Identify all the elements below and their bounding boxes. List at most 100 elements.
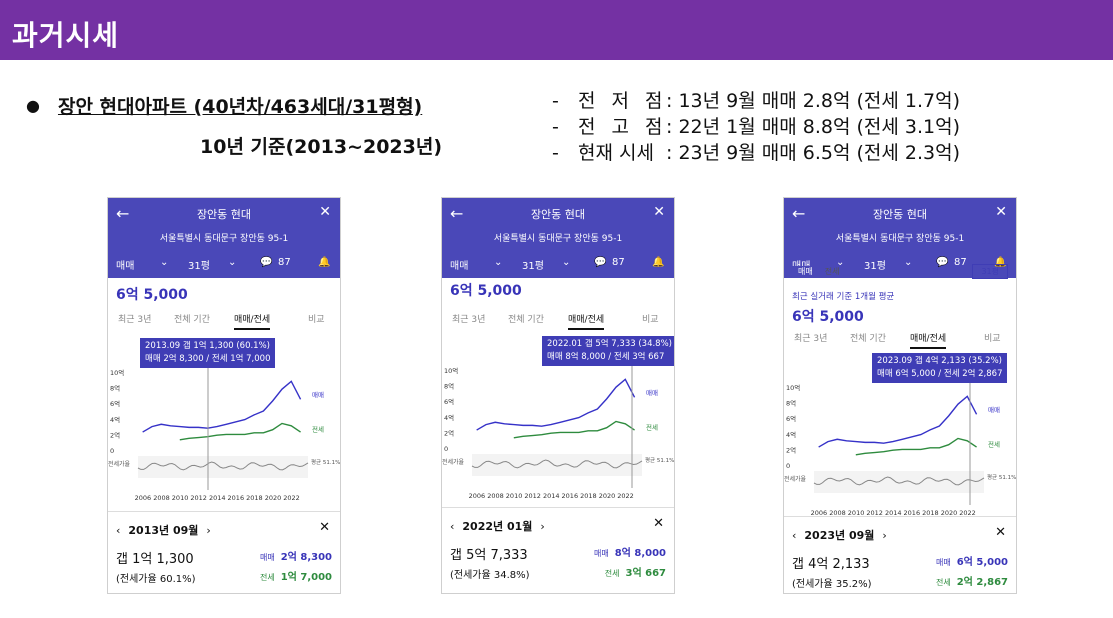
deal-type-select[interactable]: 매매	[116, 261, 135, 272]
apartment-title: 장안동 현대	[196, 208, 252, 221]
chevron-down-icon: ⌄	[494, 257, 503, 268]
y-tick-label: 8억	[444, 383, 454, 391]
x-tick-label: 2022	[283, 494, 300, 502]
bell-icon[interactable]: 🔔	[318, 257, 331, 268]
legend-sale: 매매	[312, 391, 324, 399]
sale-jeonse-toggle[interactable]: 매매 전세	[792, 266, 845, 277]
next-month-icon[interactable]: ›	[882, 529, 887, 542]
x-tick-label: 2006	[135, 494, 152, 502]
month-navigator: ‹ 2022년 01월 ›	[450, 518, 545, 534]
gap-value: 갭 1억 1,300	[116, 552, 194, 567]
tab-2[interactable]: 매매/전세	[568, 312, 605, 330]
y-tick-label: 6억	[110, 400, 120, 408]
ratio-band	[138, 456, 308, 478]
next-month-icon[interactable]: ›	[206, 524, 211, 537]
tooltip-line-1: 2013.09 갭 1억 1,300 (60.1%)	[145, 341, 270, 351]
deal-type-select[interactable]: 매매	[450, 261, 469, 272]
y-tick-label: 4억	[110, 416, 120, 424]
ratio-label: 전세가율	[108, 460, 131, 468]
detail-panel: ‹ 2022년 01월 › ✕ 갭 5억 7,333 (전세가율 34.8%) 매매 8억 8…	[442, 507, 674, 593]
gap-value: 갭 4억 2,133	[792, 557, 870, 572]
y-tick-label: 4억	[444, 414, 454, 422]
x-tick-label: 2012	[866, 509, 883, 517]
close-icon[interactable]: ✕	[995, 204, 1007, 220]
legend-jeonse: 전세	[646, 422, 658, 431]
dash: -	[552, 142, 559, 164]
note-value: : 22년 1월 매매 8.8억 (전세 3.1억)	[666, 116, 961, 138]
dash: -	[552, 90, 559, 112]
close-icon[interactable]: ✕	[319, 204, 331, 220]
ratio-series-line	[471, 459, 643, 469]
ratio-series-line	[137, 461, 309, 471]
sale-price-row: 매매 2억 8,300	[260, 548, 332, 563]
app-screenshot-2023: ← 장안동 현대 ✕ 서울특별시 동대문구 장안동 95-1 매매 ⌄ 31평 ⌄ 💬 87 🔔 매매…	[783, 197, 1017, 594]
jeonse-price: 3억 667	[625, 568, 666, 579]
bell-icon[interactable]: 🔔	[994, 257, 1007, 268]
size-select[interactable]: 31평	[188, 261, 210, 272]
tab-0[interactable]: 최근 3년	[452, 315, 486, 325]
chevron-down-icon: ⌄	[228, 257, 237, 268]
x-tick-label: 2018	[580, 492, 597, 500]
comment-icon[interactable]: 💬	[936, 257, 949, 268]
slide-title: 과거시세	[12, 19, 120, 52]
sale-price-row: 매매 8억 8,000	[594, 544, 666, 559]
sale-price: 6억 5,000	[956, 557, 1008, 568]
chevron-down-icon: ⌄	[904, 257, 913, 268]
back-arrow-icon[interactable]: ←	[792, 204, 806, 223]
comment-icon[interactable]: 💬	[260, 257, 273, 268]
comment-count: 87	[954, 257, 967, 268]
jeonse-label: 전세	[259, 573, 275, 582]
y-tick-label: 10억	[786, 384, 800, 392]
x-tick-label: 2012	[190, 494, 207, 502]
tab-1[interactable]: 전체 기간	[850, 334, 886, 344]
prev-month-icon[interactable]: ‹	[450, 520, 455, 533]
gap-value: 갭 5억 7,333	[450, 548, 528, 563]
bullet-text: 장안 현대아파트 (40년차/463세대/31평형)	[57, 96, 423, 118]
close-detail-icon[interactable]: ✕	[319, 520, 330, 535]
x-tick-label: 2008	[153, 494, 170, 502]
ratio-label: 전세가율	[442, 458, 465, 466]
tab-2[interactable]: 매매/전세	[910, 331, 947, 349]
x-tick-label: 2020	[941, 509, 958, 517]
tab-0[interactable]: 최근 3년	[118, 315, 152, 325]
toggle-sale[interactable]: 매매	[792, 266, 819, 277]
tab-3[interactable]: 비교	[984, 334, 1001, 344]
tab-1[interactable]: 전체 기간	[508, 315, 544, 325]
next-month-icon[interactable]: ›	[540, 520, 545, 533]
prev-month-icon[interactable]: ‹	[792, 529, 797, 542]
size-select[interactable]: 31평	[864, 261, 886, 272]
apartment-title: 장안동 현대	[872, 208, 928, 221]
tab-0[interactable]: 최근 3년	[794, 334, 828, 344]
tab-3[interactable]: 비교	[642, 315, 659, 325]
month-navigator: ‹ 2023년 09월 ›	[792, 527, 887, 543]
x-tick-label: 2010	[848, 509, 865, 517]
jeonse-price-row: 전세 2억 2,867	[936, 573, 1008, 588]
back-arrow-icon[interactable]: ←	[116, 204, 130, 223]
close-icon[interactable]: ✕	[653, 204, 665, 220]
comment-count: 87	[612, 257, 625, 268]
close-detail-icon[interactable]: ✕	[653, 516, 664, 531]
app-header: ← 장안동 현대 ✕ 서울특별시 동대문구 장안동 95-1 매매 ⌄ 31평 ⌄ 💬 87 🔔	[108, 198, 340, 278]
chevron-down-icon: ⌄	[160, 257, 169, 268]
chart-tooltip: 2023.09 갭 4억 2,133 (35.2%) 매매 6억 5,000 / …	[872, 353, 1008, 383]
toggle-jeonse[interactable]: 전세	[824, 267, 840, 276]
comment-icon[interactable]: 💬	[594, 257, 607, 268]
bell-icon[interactable]: 🔔	[652, 257, 665, 268]
period-tabs: 최근 3년 전체 기간 매매/전세 비교	[442, 309, 674, 330]
sale-label: 매매	[259, 553, 275, 562]
tab-1[interactable]: 전체 기간	[174, 315, 210, 325]
tab-2[interactable]: 매매/전세	[234, 312, 271, 330]
x-tick-label: 2016	[904, 509, 921, 517]
size-dropdown[interactable]: 31평	[972, 264, 1008, 279]
x-tick-label: 2016	[562, 492, 579, 500]
current-price: 6억 5,000	[792, 309, 864, 325]
back-arrow-icon[interactable]: ←	[450, 204, 464, 223]
x-tick-label: 2020	[265, 494, 282, 502]
y-tick-label: 8억	[110, 385, 120, 393]
close-detail-icon[interactable]: ✕	[995, 525, 1006, 540]
size-select[interactable]: 31평	[522, 261, 544, 272]
app-header: ← 장안동 현대 ✕ 서울특별시 동대문구 장안동 95-1 매매 ⌄ 31평 ⌄ 💬 87 🔔	[442, 198, 674, 278]
apartment-title: 장안동 현대	[530, 208, 586, 221]
tab-3[interactable]: 비교	[308, 315, 325, 325]
prev-month-icon[interactable]: ‹	[116, 524, 121, 537]
